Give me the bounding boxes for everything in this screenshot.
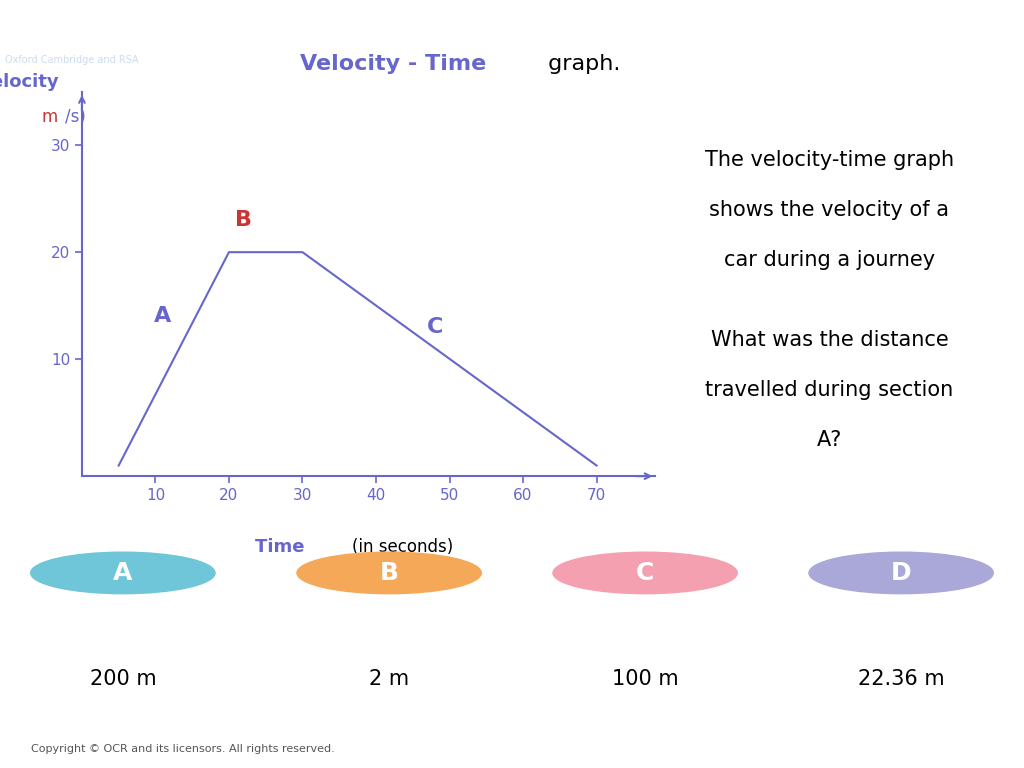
Text: (in: (in (0, 108, 5, 125)
Text: ×÷: ×÷ (978, 43, 998, 56)
Text: D: D (891, 561, 911, 585)
Text: What was the distance: What was the distance (711, 330, 948, 350)
Text: Time: Time (255, 538, 310, 555)
Text: OCR: OCR (26, 14, 118, 51)
Text: C: C (636, 561, 654, 585)
Text: B: B (380, 561, 398, 585)
Text: A: A (155, 306, 171, 326)
Text: 22.36 m: 22.36 m (858, 669, 944, 689)
Text: /s): /s) (65, 108, 86, 125)
Circle shape (553, 552, 737, 594)
Text: C: C (427, 317, 443, 337)
Text: car during a journey: car during a journey (724, 250, 935, 270)
Text: Copyright © OCR and its licensors. All rights reserved.: Copyright © OCR and its licensors. All r… (31, 743, 335, 754)
Text: m: m (42, 108, 58, 125)
Text: +−: +− (978, 19, 998, 32)
Text: Velocity - Time: Velocity - Time (300, 54, 486, 74)
Text: The velocity-time graph: The velocity-time graph (705, 150, 954, 170)
Circle shape (809, 552, 993, 594)
Circle shape (31, 552, 215, 594)
Text: 100 m: 100 m (611, 669, 679, 689)
Text: travelled during section: travelled during section (706, 380, 953, 400)
Text: B: B (236, 210, 252, 230)
Text: 2 m: 2 m (369, 669, 410, 689)
Text: 200 m: 200 m (89, 669, 157, 689)
Text: (in seconds): (in seconds) (352, 538, 454, 555)
Text: shows the velocity of a: shows the velocity of a (710, 200, 949, 220)
Text: A?: A? (817, 430, 842, 450)
Circle shape (297, 552, 481, 594)
Text: A: A (114, 561, 132, 585)
Text: Velocity: Velocity (0, 73, 59, 91)
Text: graph.: graph. (541, 54, 621, 74)
Text: Oxford Cambridge and RSA: Oxford Cambridge and RSA (5, 55, 138, 65)
